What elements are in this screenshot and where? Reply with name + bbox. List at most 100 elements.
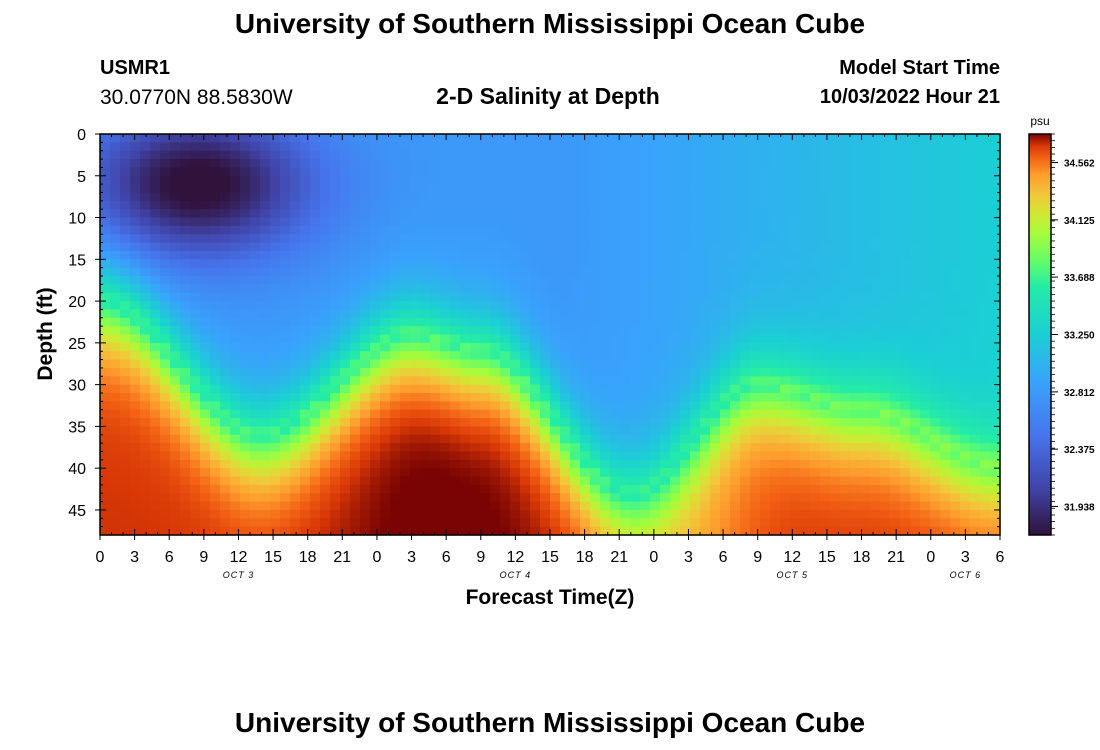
heatmap-cell — [670, 509, 681, 519]
heatmap-cell — [650, 225, 661, 235]
heatmap-cell — [580, 250, 591, 260]
heatmap-cell — [720, 326, 731, 336]
heatmap-cell — [130, 409, 141, 419]
heatmap-cell — [750, 401, 761, 411]
x-tick-label: 0 — [926, 549, 935, 566]
heatmap-cell — [300, 484, 311, 494]
heatmap-cell — [570, 200, 581, 210]
heatmap-cell — [790, 284, 801, 294]
heatmap-cell — [250, 142, 261, 152]
heatmap-cell — [570, 259, 581, 269]
heatmap-cell — [300, 200, 311, 210]
heatmap-cell — [620, 284, 631, 294]
heatmap-cell — [450, 434, 461, 444]
heatmap-cell — [380, 159, 391, 169]
heatmap-cell — [290, 418, 301, 427]
heatmap-cell — [590, 401, 601, 411]
heatmap-cell — [170, 259, 181, 269]
heatmap-cell — [490, 376, 501, 386]
heatmap-cell — [580, 142, 591, 152]
heatmap-cell — [440, 175, 451, 185]
heatmap-cell — [940, 250, 951, 260]
heatmap-cell — [690, 418, 701, 427]
heatmap-cell — [380, 426, 391, 436]
heatmap-cell — [340, 359, 351, 369]
heatmap-cell — [450, 276, 461, 285]
heatmap-cell — [520, 200, 531, 210]
heatmap-cell — [390, 267, 401, 277]
heatmap-cell — [190, 309, 201, 319]
heatmap-cell — [650, 459, 661, 469]
heatmap-cell — [700, 518, 711, 528]
heatmap-cell — [970, 326, 981, 336]
heatmap-cell — [410, 159, 421, 169]
heatmap-cell — [850, 134, 861, 143]
heatmap-cell — [690, 175, 701, 185]
heatmap-cell — [650, 250, 661, 260]
heatmap-cell — [430, 493, 441, 503]
heatmap-cell — [620, 392, 631, 402]
heatmap-cell — [220, 468, 231, 478]
heatmap-cell — [660, 167, 671, 177]
heatmap-cell — [820, 242, 831, 252]
heatmap-cell — [150, 167, 161, 177]
heatmap-cell — [930, 309, 941, 319]
heatmap-cell — [960, 200, 971, 210]
heatmap-cell — [140, 367, 151, 377]
heatmap-cell — [650, 292, 661, 302]
heatmap-cell — [490, 518, 501, 528]
heatmap-cell — [950, 518, 961, 528]
heatmap-cell — [900, 192, 911, 202]
heatmap-cell — [330, 367, 341, 377]
heatmap-cell — [820, 192, 831, 202]
heatmap-cell — [170, 192, 181, 202]
heatmap-cell — [990, 225, 1001, 235]
heatmap-cell — [830, 493, 841, 503]
heatmap-cell — [740, 376, 751, 386]
heatmap-cell — [960, 159, 971, 169]
heatmap-cell — [950, 292, 961, 302]
heatmap-cell — [670, 367, 681, 377]
heatmap-cell — [740, 184, 751, 194]
heatmap-cell — [950, 326, 961, 336]
heatmap-cell — [760, 342, 771, 352]
heatmap-cell — [640, 175, 651, 185]
heatmap-cell — [860, 334, 871, 344]
heatmap-cell — [130, 301, 141, 311]
heatmap-cell — [890, 434, 901, 444]
heatmap-cell — [120, 167, 131, 177]
heatmap-cell — [760, 184, 771, 194]
heatmap-cell — [760, 367, 771, 377]
heatmap-cell — [870, 476, 881, 486]
heatmap-cell — [850, 526, 861, 536]
heatmap-cell — [930, 359, 941, 369]
heatmap-cell — [410, 250, 421, 260]
heatmap-cell — [160, 142, 171, 152]
heatmap-cell — [250, 376, 261, 386]
heatmap-cell — [280, 267, 291, 277]
heatmap-cell — [930, 351, 941, 361]
heatmap-cell — [410, 326, 421, 336]
heatmap-cell — [900, 418, 911, 427]
heatmap-cell — [320, 476, 331, 486]
heatmap-cell — [670, 142, 681, 152]
heatmap-cell — [590, 459, 601, 469]
heatmap-cell — [270, 401, 281, 411]
heatmap-cell — [380, 359, 391, 369]
heatmap-cell — [840, 267, 851, 277]
heatmap-cell — [880, 509, 891, 519]
heatmap-cell — [930, 234, 941, 244]
heatmap-cell — [940, 468, 951, 478]
heatmap-cell — [780, 142, 791, 152]
heatmap-cell — [770, 259, 781, 269]
heatmap-cell — [750, 309, 761, 319]
heatmap-cell — [760, 326, 771, 336]
heatmap-cell — [950, 418, 961, 427]
heatmap-cell — [340, 276, 351, 285]
heatmap-cell — [280, 367, 291, 377]
heatmap-cell — [510, 292, 521, 302]
heatmap-cell — [190, 392, 201, 402]
heatmap-cell — [580, 192, 591, 202]
heatmap-cell — [490, 484, 501, 494]
heatmap-cell — [220, 434, 231, 444]
